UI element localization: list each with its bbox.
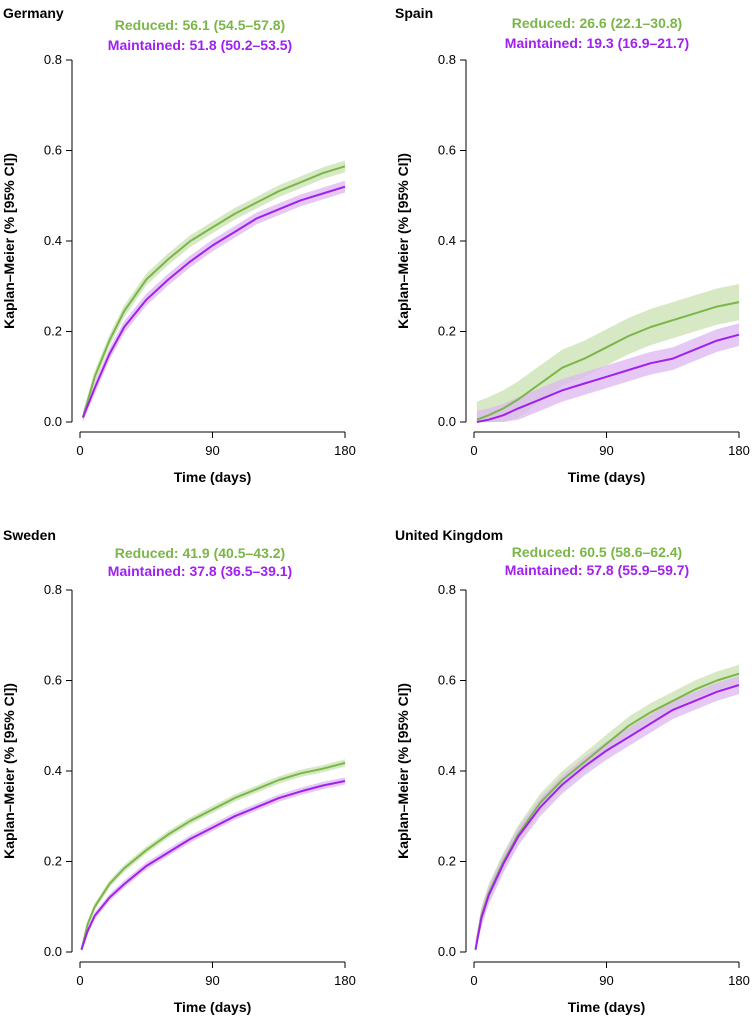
ci-band-maintained xyxy=(82,180,346,422)
x-tick-label: 180 xyxy=(728,973,750,988)
series-line-reduced xyxy=(81,165,346,418)
y-tick-label: 0.4 xyxy=(438,233,456,248)
x-tick-label: 90 xyxy=(205,973,219,988)
series-line-maintained xyxy=(476,333,740,423)
x-tick-label: 180 xyxy=(334,973,356,988)
series-line-maintained xyxy=(80,780,346,951)
panel-united-kingdom: United Kingdom Reduced: 60.5 (58.6–62.4) M… xyxy=(395,527,750,1015)
panel-germany: Germany Reduced: 56.1 (54.5–57.8) Maintain… xyxy=(1,5,356,485)
y-tick-label: 0.2 xyxy=(438,324,456,339)
panel-title: Germany xyxy=(3,5,64,21)
y-tick-label: 0.2 xyxy=(44,854,62,869)
y-tick-label: 0.8 xyxy=(438,582,456,597)
y-tick-label: 0.4 xyxy=(44,763,62,778)
series-line-reduced xyxy=(474,672,740,950)
series-line-maintained xyxy=(474,684,740,950)
legend-reduced: Reduced: 26.6 (22.1–30.8) xyxy=(512,15,682,31)
y-tick-label: 0.4 xyxy=(438,763,456,778)
panel-title: Sweden xyxy=(3,527,56,543)
y-tick-label: 0.2 xyxy=(44,324,62,339)
ci-band-maintained xyxy=(81,777,345,952)
ci-band-maintained xyxy=(475,676,739,952)
y-axis-title: Kaplan–Meier (% [95% CI]) xyxy=(395,153,411,329)
y-tick-label: 0.6 xyxy=(438,143,456,158)
legend-reduced: Reduced: 56.1 (54.5–57.8) xyxy=(115,17,285,33)
panel-sweden: Sweden Reduced: 41.9 (40.5–43.2) Maintaine… xyxy=(1,527,356,1015)
x-tick-label: 90 xyxy=(599,443,613,458)
y-axis-title: Kaplan–Meier (% [95% CI]) xyxy=(1,153,17,329)
ci-band-reduced xyxy=(82,160,346,422)
series-line-maintained xyxy=(81,185,346,418)
y-tick-label: 0.0 xyxy=(44,944,62,959)
series-line-reduced xyxy=(476,301,740,421)
x-tick-label: 0 xyxy=(470,973,477,988)
y-tick-label: 0.8 xyxy=(44,582,62,597)
y-axis-title: Kaplan–Meier (% [95% CI]) xyxy=(1,683,17,859)
x-tick-label: 180 xyxy=(334,443,356,458)
series-line-reduced xyxy=(80,761,346,950)
y-tick-label: 0.6 xyxy=(44,143,62,158)
y-tick-label: 0.8 xyxy=(44,52,62,67)
y-tick-label: 0.6 xyxy=(438,673,456,688)
legend-reduced: Reduced: 41.9 (40.5–43.2) xyxy=(115,545,285,561)
legend-maintained: Maintained: 57.8 (55.9–59.7) xyxy=(505,562,689,578)
ci-band-maintained xyxy=(476,323,739,422)
x-tick-label: 90 xyxy=(205,443,219,458)
x-axis-title: Time (days) xyxy=(568,469,646,485)
panel-title: Spain xyxy=(395,5,433,21)
panel-title: United Kingdom xyxy=(395,527,503,543)
x-tick-label: 0 xyxy=(76,973,83,988)
legend-maintained: Maintained: 51.8 (50.2–53.5) xyxy=(108,37,292,53)
x-axis-title: Time (days) xyxy=(174,999,252,1015)
x-tick-label: 90 xyxy=(599,973,613,988)
y-tick-label: 0.8 xyxy=(438,52,456,67)
legend-maintained: Maintained: 19.3 (16.9–21.7) xyxy=(505,35,689,51)
x-tick-label: 180 xyxy=(728,443,750,458)
x-axis-title: Time (days) xyxy=(568,999,646,1015)
y-tick-label: 0.0 xyxy=(44,414,62,429)
y-tick-label: 0.2 xyxy=(438,854,456,869)
y-tick-label: 0.4 xyxy=(44,233,62,248)
y-axis-title: Kaplan–Meier (% [95% CI]) xyxy=(395,683,411,859)
legend-reduced: Reduced: 60.5 (58.6–62.4) xyxy=(512,544,682,560)
x-tick-label: 0 xyxy=(470,443,477,458)
x-axis-title: Time (days) xyxy=(174,469,252,485)
panel-spain: Spain Reduced: 26.6 (22.1–30.8) Maintained… xyxy=(395,5,750,485)
x-tick-label: 0 xyxy=(76,443,83,458)
y-tick-label: 0.6 xyxy=(44,673,62,688)
y-tick-label: 0.0 xyxy=(438,414,456,429)
legend-maintained: Maintained: 37.8 (36.5–39.1) xyxy=(108,563,292,579)
y-tick-label: 0.0 xyxy=(438,944,456,959)
